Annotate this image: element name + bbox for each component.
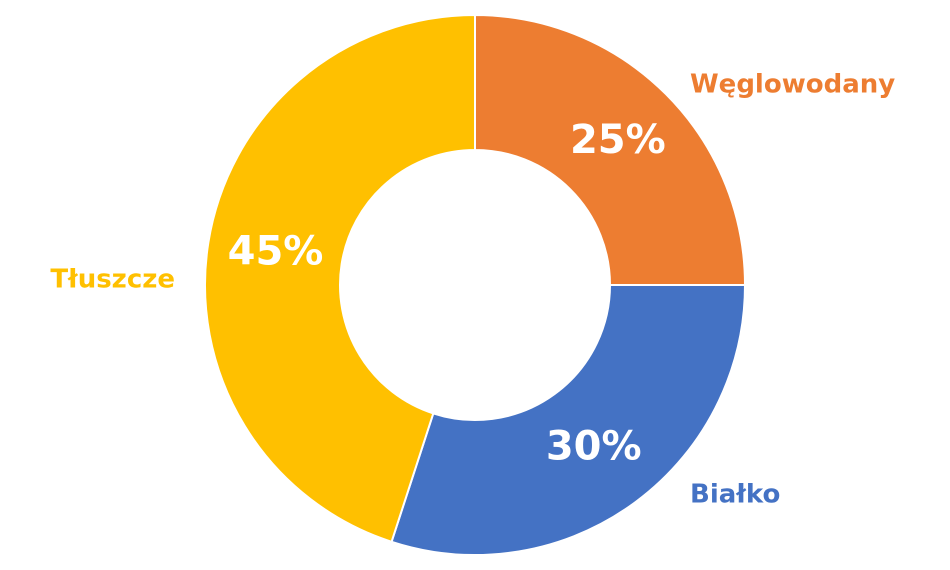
data-label: 45% <box>228 228 324 274</box>
data-label: 25% <box>570 117 666 163</box>
category-label: Tłuszcze <box>50 265 175 295</box>
slice <box>204 13 476 544</box>
slice <box>474 13 747 286</box>
slice <box>390 284 747 556</box>
category-label: Węglowodany <box>690 70 895 100</box>
category-label: Białko <box>690 480 780 510</box>
data-label: 30% <box>546 423 642 469</box>
